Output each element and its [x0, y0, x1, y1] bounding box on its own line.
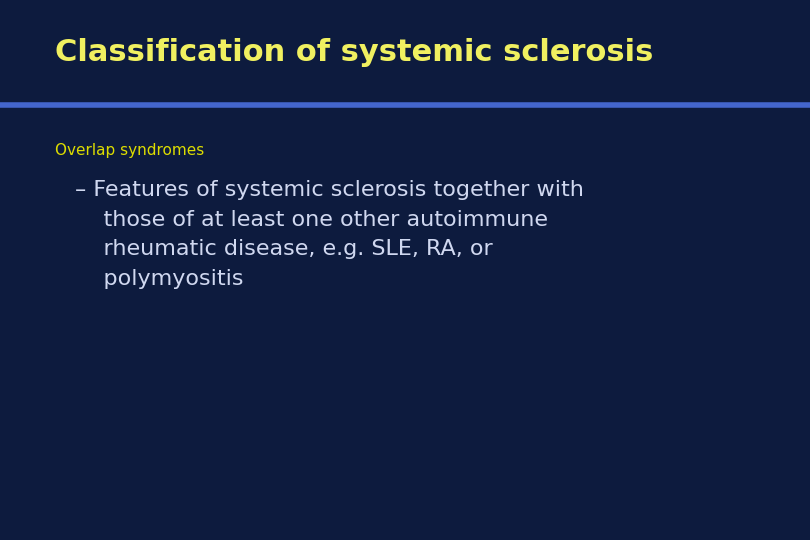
Text: Classification of systemic sclerosis: Classification of systemic sclerosis — [55, 38, 654, 67]
Bar — [0, 0, 810, 105]
Text: Overlap syndromes: Overlap syndromes — [55, 143, 204, 158]
Text: – Features of systemic sclerosis together with
    those of at least one other a: – Features of systemic sclerosis togethe… — [75, 180, 584, 289]
